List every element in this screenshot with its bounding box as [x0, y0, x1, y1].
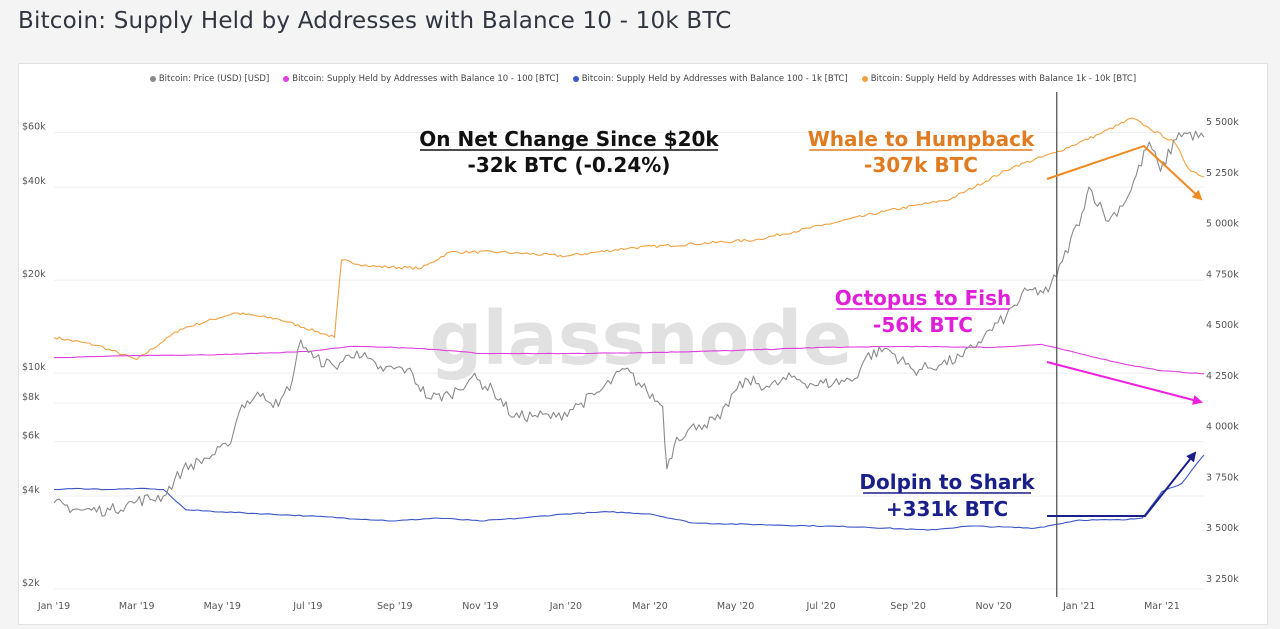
annotation-layer: On Net Change Since $20k-32k BTC (-0.24%… [419, 127, 1035, 521]
grid-layer [54, 132, 1204, 590]
annotation-title-2: Octopus to Fish [835, 286, 1012, 310]
y-right-tick-label: 4 500k [1206, 320, 1239, 331]
legend-item-1k-10k[interactable]: Bitcoin: Supply Held by Addresses with B… [861, 74, 1137, 84]
x-tick-label: Jul '19 [292, 601, 322, 612]
annotation-value-2: -56k BTC [873, 313, 973, 337]
legend-item-100-1k[interactable]: Bitcoin: Supply Held by Addresses with B… [572, 74, 848, 84]
y-left-tick-label: $60k [22, 122, 46, 133]
arrow-whale [1046, 144, 1203, 201]
annotation-title-1: Whale to Humpback [808, 127, 1035, 151]
chart-panel: Bitcoin: Price (USD) [USD] Bitcoin: Supp… [18, 63, 1268, 625]
y-right-tick-label: 5 000k [1206, 219, 1239, 230]
y-left-tick-label: $40k [22, 176, 46, 187]
series-line-0 [53, 130, 1205, 517]
chart-legend: Bitcoin: Price (USD) [USD] Bitcoin: Supp… [19, 74, 1267, 84]
marker-layer [1046, 92, 1203, 597]
x-tick-label: Jan '21 [1062, 601, 1095, 612]
y-left-tick-label: $6k [22, 431, 40, 442]
legend-label-10-100: Bitcoin: Supply Held by Addresses with B… [292, 74, 559, 84]
x-tick-label: Jan '20 [549, 601, 582, 612]
legend-item-10-100[interactable]: Bitcoin: Supply Held by Addresses with B… [283, 74, 559, 84]
legend-item-price[interactable]: Bitcoin: Price (USD) [USD] [149, 74, 270, 84]
legend-label-100-1k: Bitcoin: Supply Held by Addresses with B… [581, 74, 848, 84]
series-line-1 [53, 343, 1205, 375]
x-tick-label: Jan '19 [37, 601, 70, 612]
annotation-title-0: On Net Change Since $20k [419, 127, 719, 151]
y-right-tick-label: 4 250k [1206, 371, 1239, 382]
y-left-tick-label: $10k [22, 362, 46, 373]
annotation-value-3: +331k BTC [886, 497, 1008, 521]
y-right-tick-label: 5 500k [1206, 117, 1239, 128]
x-tick-label: May '20 [717, 601, 754, 612]
x-tick-label: Mar '19 [119, 601, 155, 612]
series-line-3 [53, 117, 1205, 361]
arrow-dolphin [1047, 451, 1197, 517]
y-left-tick-label: $2k [22, 578, 40, 589]
annotation-title-3: Dolpin to Shark [859, 470, 1035, 494]
x-tick-label: Mar '20 [632, 601, 668, 612]
arrow-octopus [1046, 361, 1203, 405]
y-left-tick-label: $20k [22, 269, 46, 280]
y-right-tick-label: 4 750k [1206, 269, 1239, 280]
x-tick-label: May '19 [204, 601, 241, 612]
annotation-value-0: -32k BTC (-0.24%) [468, 153, 671, 177]
x-tick-label: Mar '21 [1144, 601, 1180, 612]
x-tick-label: Jul '20 [806, 601, 836, 612]
legend-label-price: Bitcoin: Price (USD) [USD] [158, 74, 270, 84]
series-layer [53, 117, 1205, 531]
x-tick-label: Nov '20 [976, 601, 1012, 612]
watermark: glassnode [429, 296, 852, 382]
series-line-2 [53, 454, 1205, 531]
y-right-tick-label: 3 500k [1206, 523, 1239, 534]
legend-label-1k-10k: Bitcoin: Supply Held by Addresses with B… [870, 74, 1137, 84]
y-right-tick-label: 4 000k [1206, 422, 1239, 433]
chart-plot: glassnode $2k $4k $6k $8k $10k $20k $40k $60k 3 … [22, 92, 1239, 612]
legend-dot-10-100 [283, 76, 290, 82]
y-right-tick-label: 3 750k [1206, 472, 1239, 483]
y-left-tick-label: $4k [22, 485, 40, 496]
legend-dot-1k-10k [861, 76, 868, 82]
x-tick-label: Sep '19 [377, 601, 413, 612]
legend-dot-price [149, 76, 156, 82]
y-left-tick-label: $8k [22, 392, 40, 403]
axis-layer: $2k $4k $6k $8k $10k $20k $40k $60k 3 250k 3 500k… [22, 117, 1239, 612]
x-tick-label: Sep '20 [890, 601, 926, 612]
y-right-tick-label: 5 250k [1206, 168, 1239, 179]
legend-dot-100-1k [572, 76, 579, 82]
annotation-value-1: -307k BTC [864, 153, 978, 177]
x-tick-label: Nov '19 [462, 601, 498, 612]
page-title: Bitcoin: Supply Held by Addresses with B… [18, 8, 732, 34]
y-right-tick-label: 3 250k [1206, 574, 1239, 585]
